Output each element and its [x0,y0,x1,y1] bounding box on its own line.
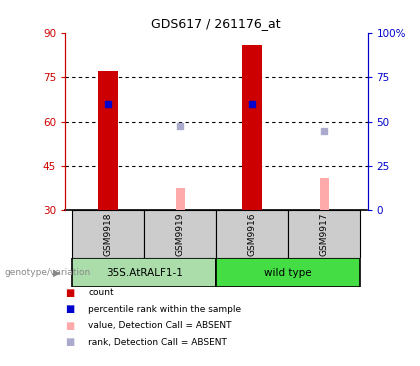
Text: wild type: wild type [265,268,312,278]
Text: GSM9916: GSM9916 [248,213,257,256]
Text: ■: ■ [65,321,74,331]
Bar [72,210,144,258]
Bar [288,210,360,258]
Text: GSM9919: GSM9919 [176,213,185,256]
Bar [320,178,328,210]
Bar [98,71,118,210]
Bar [72,258,216,287]
Text: value, Detection Call = ABSENT: value, Detection Call = ABSENT [88,321,232,330]
Bar [242,45,262,210]
Text: ■: ■ [65,304,74,314]
Text: rank, Detection Call = ABSENT: rank, Detection Call = ABSENT [88,338,227,347]
Text: ■: ■ [65,337,74,347]
Bar [176,188,185,210]
Bar [144,210,216,258]
Text: GSM9918: GSM9918 [104,213,113,256]
Title: GDS617 / 261176_at: GDS617 / 261176_at [152,17,281,30]
Bar [216,210,288,258]
Text: ■: ■ [65,288,74,298]
Text: genotype/variation: genotype/variation [4,268,90,277]
Text: percentile rank within the sample: percentile rank within the sample [88,305,242,314]
Text: 35S.AtRALF1-1: 35S.AtRALF1-1 [106,268,183,278]
Text: count: count [88,288,114,297]
Text: ▶: ▶ [52,268,60,278]
Text: GSM9917: GSM9917 [320,213,329,256]
Bar [216,258,360,287]
